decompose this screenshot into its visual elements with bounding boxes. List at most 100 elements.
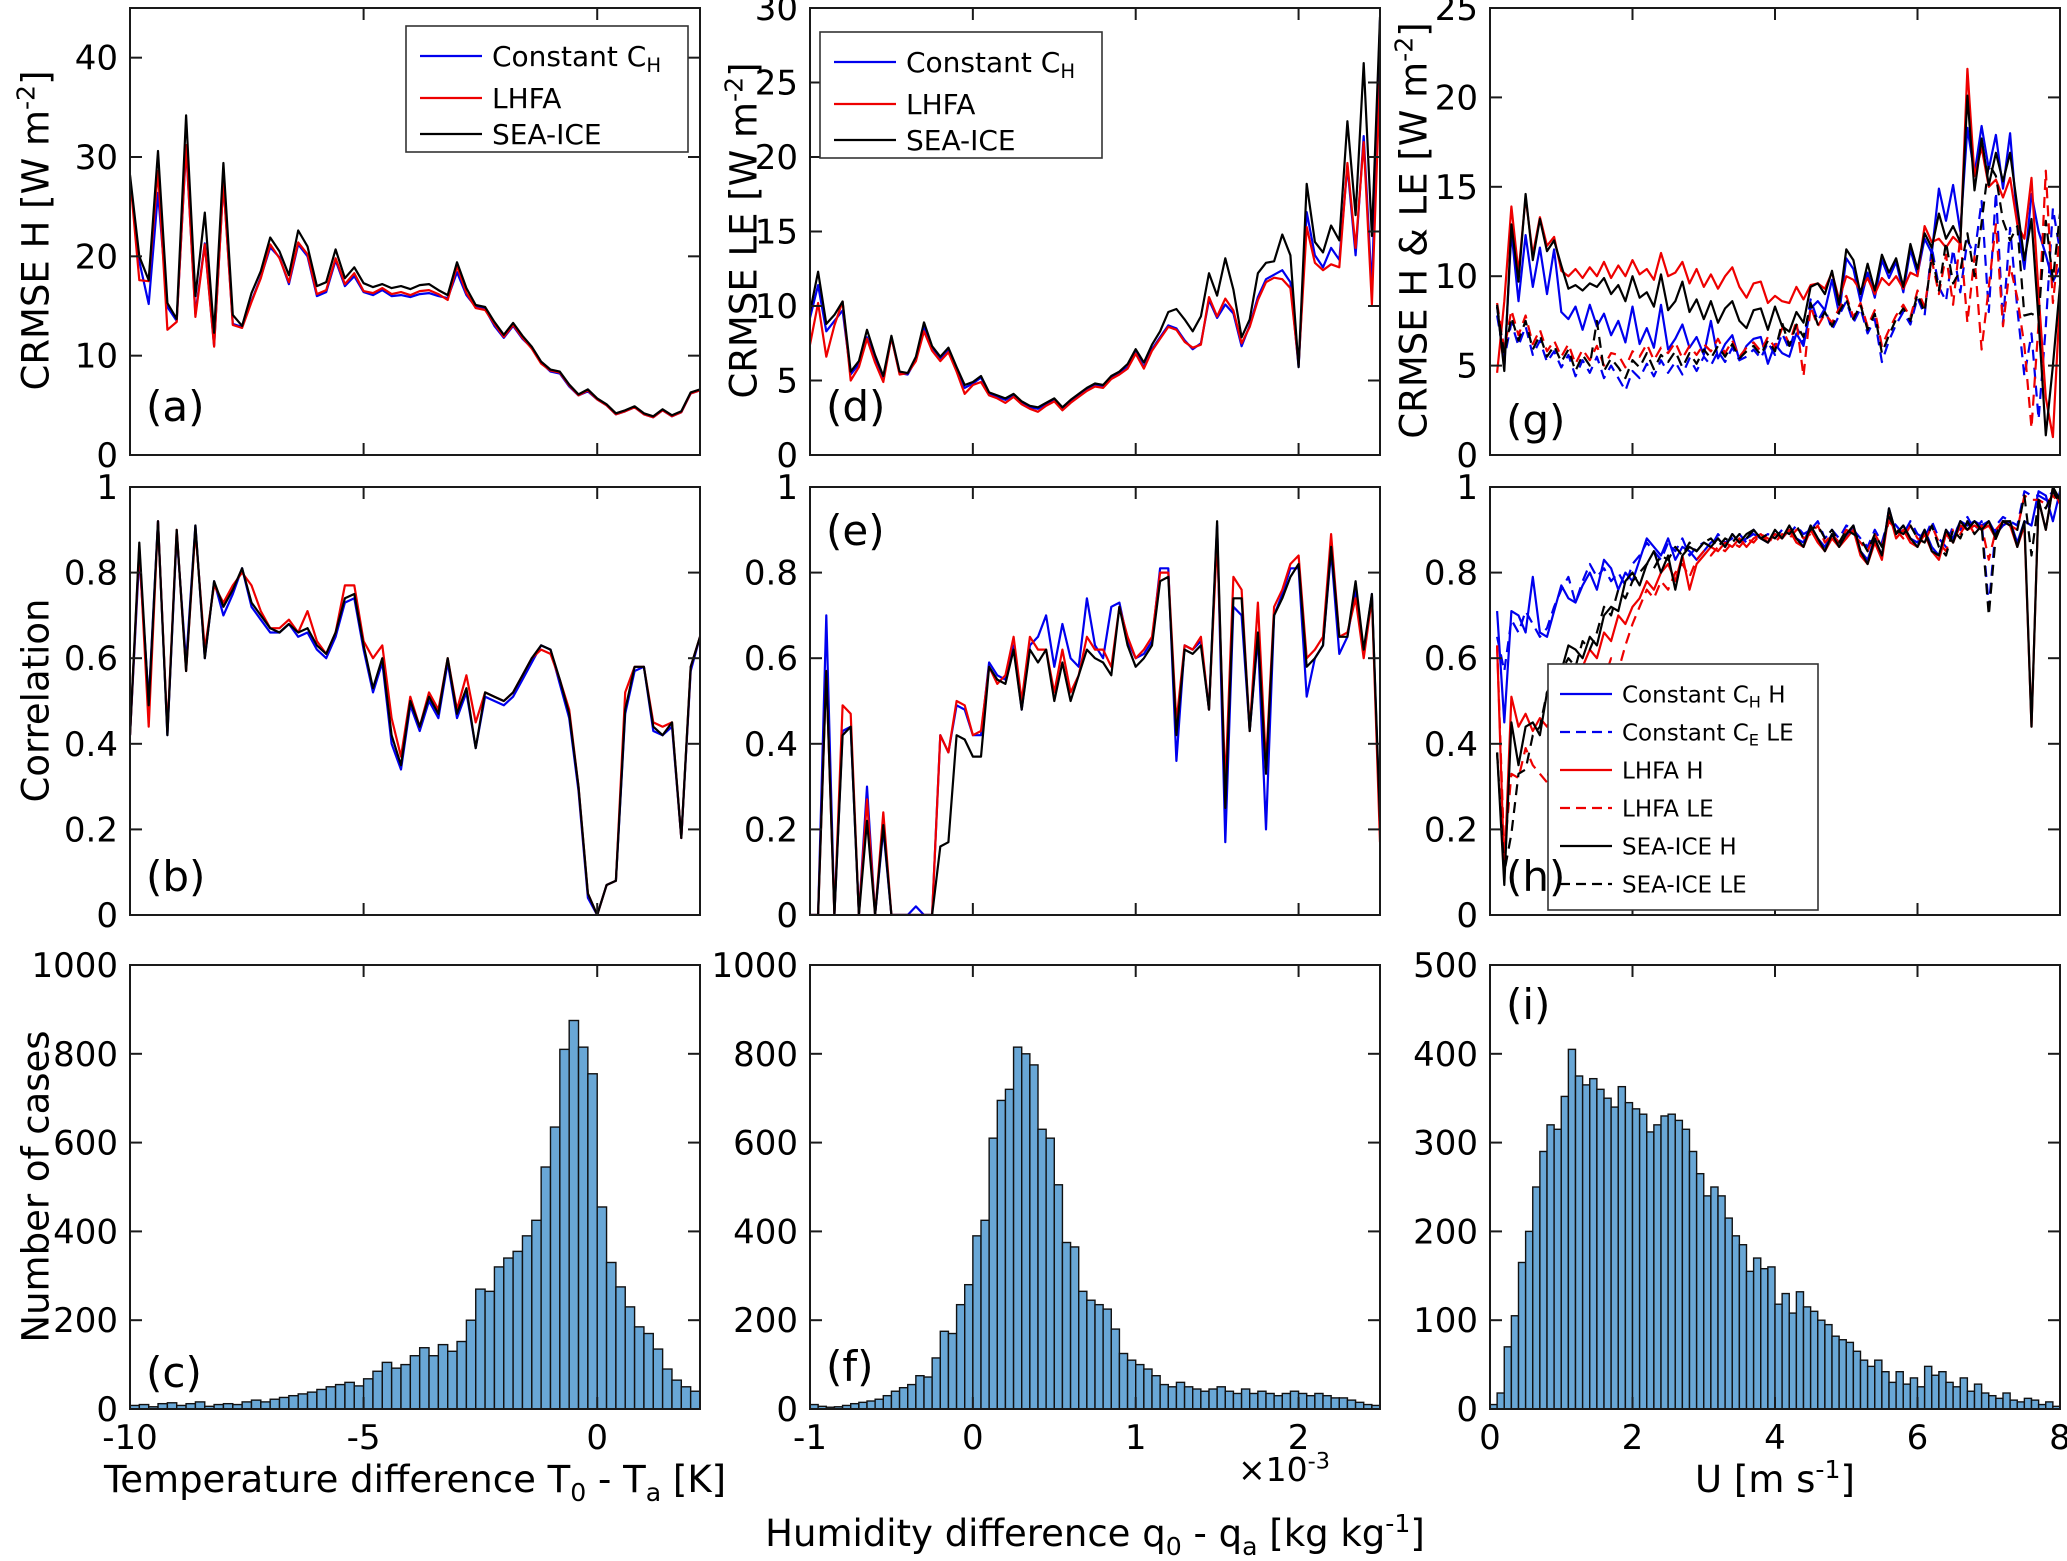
svg-text:5: 5 bbox=[1456, 347, 1478, 387]
histogram-bar bbox=[1102, 1308, 1112, 1409]
series-sea-ice-le bbox=[1496, 490, 2060, 874]
x-axis-label-humidity-difference: Humidity difference q0 - qa [kg kg-1] bbox=[765, 1509, 1425, 1561]
svg-text:0.4: 0.4 bbox=[1424, 725, 1478, 765]
histogram-bar bbox=[988, 1137, 998, 1409]
histogram-bar bbox=[1265, 1392, 1275, 1409]
series-sea-ice bbox=[810, 520, 1380, 915]
histogram-bar bbox=[306, 1391, 318, 1409]
histogram-bar bbox=[409, 1355, 421, 1409]
histogram-bar bbox=[475, 1288, 486, 1409]
histogram-bar bbox=[1094, 1303, 1104, 1409]
svg-text:8: 8 bbox=[2049, 1418, 2067, 1458]
svg-text:0: 0 bbox=[96, 896, 118, 936]
series-constant-c-h bbox=[810, 524, 1380, 915]
histogram-bar bbox=[428, 1355, 440, 1409]
svg-text:400: 400 bbox=[1413, 1035, 1478, 1075]
histogram-bar bbox=[493, 1266, 505, 1409]
svg-text:0: 0 bbox=[1456, 436, 1478, 476]
histogram-bar bbox=[1086, 1299, 1096, 1409]
histogram-bar bbox=[1574, 1075, 1584, 1409]
svg-text:1: 1 bbox=[1125, 1418, 1147, 1458]
svg-text:6: 6 bbox=[1907, 1418, 1929, 1458]
histogram-bar bbox=[1916, 1386, 1926, 1409]
histogram-bar bbox=[980, 1219, 990, 1409]
svg-text:10: 10 bbox=[1435, 257, 1478, 297]
histogram-bar bbox=[1517, 1261, 1527, 1409]
panel-d-ticks bbox=[809, 7, 1380, 456]
panel-h: 0 0.2 0.4 0.6 0.8 1 Constant CH​ H Constant CE​… bbox=[1424, 468, 2061, 936]
histogram-bar bbox=[1232, 1392, 1243, 1409]
panel-h-series bbox=[1496, 487, 2060, 887]
panel-e-ytick-labels: 0 0.2 0.4 0.6 0.8 1 bbox=[744, 468, 798, 936]
histogram-bar bbox=[1724, 1217, 1733, 1409]
histogram-bar bbox=[1603, 1097, 1612, 1409]
series-constant-c-h bbox=[130, 146, 700, 419]
panel-e-series bbox=[810, 520, 1380, 915]
svg-text:20: 20 bbox=[1435, 78, 1478, 118]
svg-text:2: 2 bbox=[1288, 1418, 1310, 1458]
histogram-bar bbox=[1902, 1383, 1912, 1409]
histogram-bar bbox=[269, 1398, 281, 1409]
histogram-bar bbox=[964, 1283, 974, 1409]
histogram-bar bbox=[1802, 1306, 1812, 1409]
histogram-bar bbox=[1817, 1319, 1826, 1409]
histogram-bar bbox=[1931, 1374, 1940, 1409]
histogram-bar bbox=[923, 1376, 933, 1409]
y-axis-label-crmse-h-le: CRMSE H & LE [W m-2] bbox=[1389, 22, 1436, 439]
svg-text:400: 400 bbox=[53, 1212, 118, 1252]
svg-text:Constant CE​ LE: Constant CE​ LE bbox=[1622, 720, 1794, 749]
histogram-bar bbox=[661, 1368, 673, 1409]
histogram-bar bbox=[596, 1206, 608, 1409]
histogram-bar bbox=[484, 1290, 496, 1409]
histogram-bar bbox=[1061, 1241, 1072, 1409]
histogram-bar bbox=[1638, 1113, 1648, 1409]
histogram-bar bbox=[1126, 1359, 1137, 1409]
svg-text:LHFA: LHFA bbox=[906, 88, 975, 121]
histogram-bar bbox=[372, 1370, 383, 1409]
svg-text:5: 5 bbox=[776, 362, 798, 402]
svg-text:600: 600 bbox=[733, 1124, 798, 1164]
svg-text:0.6: 0.6 bbox=[744, 639, 798, 679]
histogram-bar bbox=[907, 1383, 917, 1409]
svg-text:Constant CH​ H: Constant CH​ H bbox=[1622, 682, 1786, 711]
histogram-bar bbox=[278, 1396, 290, 1409]
histogram-bar bbox=[1273, 1394, 1283, 1409]
panel-g-ytick-labels: 0 5 10 15 20 25 bbox=[1435, 0, 1478, 476]
histogram-bar bbox=[1945, 1381, 1954, 1409]
histogram-bar bbox=[1581, 1084, 1591, 1409]
panel-i-xtick-labels: 0 2 4 6 8 bbox=[1479, 1418, 2067, 1458]
svg-text:10: 10 bbox=[75, 337, 118, 377]
histogram-bar bbox=[1560, 1095, 1570, 1409]
histogram-bar bbox=[1567, 1048, 1577, 1409]
histogram-bar bbox=[1257, 1390, 1267, 1409]
histogram-bar bbox=[671, 1379, 683, 1409]
svg-text:0.6: 0.6 bbox=[64, 639, 118, 679]
svg-text:0: 0 bbox=[96, 436, 118, 476]
svg-text:25: 25 bbox=[1435, 0, 1478, 29]
svg-text:300: 300 bbox=[1413, 1124, 1478, 1164]
y-axis-label-crmse-le: CRMSE LE [W m-2] bbox=[719, 62, 766, 399]
histogram-bar bbox=[1874, 1359, 1883, 1409]
svg-text:SEA-ICE: SEA-ICE bbox=[492, 118, 602, 151]
histogram-bar bbox=[1795, 1291, 1805, 1409]
svg-text:1: 1 bbox=[776, 468, 798, 508]
histogram-bar bbox=[1767, 1266, 1776, 1409]
series-lhfa-le bbox=[1496, 494, 2060, 857]
panel-i-ytick-labels: 0 100 200 300 400 500 bbox=[1413, 946, 1478, 1430]
svg-text:1000: 1000 bbox=[31, 946, 118, 986]
histogram-bar bbox=[1289, 1390, 1300, 1409]
panel-letter-c: (c) bbox=[146, 1348, 202, 1397]
svg-text:0: 0 bbox=[962, 1418, 984, 1458]
svg-text:0.2: 0.2 bbox=[1424, 810, 1478, 850]
histogram-bar bbox=[882, 1394, 893, 1409]
svg-text:500: 500 bbox=[1413, 946, 1478, 986]
histogram-bar bbox=[1004, 1088, 1015, 1409]
histogram-bar bbox=[1532, 1186, 1541, 1409]
histogram-bar bbox=[1330, 1397, 1340, 1409]
histogram-bar bbox=[1895, 1371, 1904, 1409]
svg-text:0: 0 bbox=[776, 896, 798, 936]
svg-text:1000: 1000 bbox=[711, 946, 798, 986]
svg-text:1: 1 bbox=[1456, 468, 1478, 508]
histogram-bar bbox=[353, 1385, 365, 1409]
